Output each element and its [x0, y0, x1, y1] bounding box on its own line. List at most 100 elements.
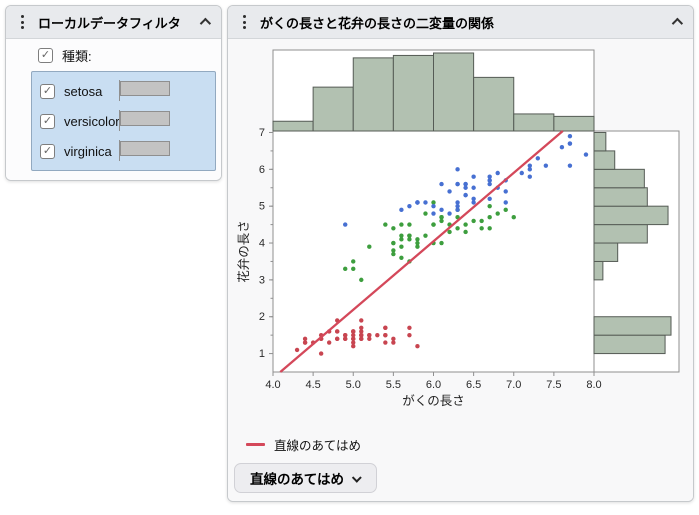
- data-point[interactable]: [423, 211, 428, 216]
- data-point[interactable]: [383, 340, 388, 345]
- data-point[interactable]: [351, 344, 356, 349]
- data-point[interactable]: [455, 200, 460, 205]
- data-point[interactable]: [359, 332, 364, 338]
- data-point[interactable]: [335, 336, 340, 342]
- filter-field-row[interactable]: ✓ 種類:: [38, 46, 221, 64]
- data-point[interactable]: [583, 152, 589, 157]
- data-point[interactable]: [439, 215, 444, 220]
- data-point[interactable]: [439, 240, 444, 246]
- kebab-menu-icon[interactable]: [241, 13, 248, 31]
- data-point[interactable]: [391, 251, 396, 257]
- data-point[interactable]: [351, 259, 356, 264]
- data-point[interactable]: [455, 207, 460, 213]
- data-point[interactable]: [359, 325, 364, 330]
- histogram-bar[interactable]: [473, 76, 515, 132]
- data-point[interactable]: [471, 196, 476, 202]
- histogram-bar[interactable]: [272, 120, 314, 132]
- data-point[interactable]: [439, 207, 444, 213]
- data-point[interactable]: [487, 181, 492, 187]
- data-point[interactable]: [359, 336, 364, 342]
- data-point[interactable]: [463, 185, 468, 190]
- data-point[interactable]: [326, 340, 332, 345]
- data-point[interactable]: [527, 163, 532, 168]
- data-point[interactable]: [351, 332, 356, 338]
- data-point[interactable]: [535, 156, 541, 161]
- data-point[interactable]: [359, 318, 364, 323]
- data-point[interactable]: [503, 200, 508, 205]
- data-point[interactable]: [415, 200, 420, 205]
- chevron-up-icon[interactable]: [671, 17, 684, 30]
- data-point[interactable]: [479, 226, 484, 231]
- data-point[interactable]: [455, 181, 460, 187]
- histogram-bar[interactable]: [593, 205, 669, 226]
- data-point[interactable]: [567, 163, 573, 168]
- data-point[interactable]: [511, 215, 516, 220]
- data-point[interactable]: [391, 240, 396, 246]
- data-point[interactable]: [519, 170, 524, 176]
- histogram-bar[interactable]: [593, 168, 645, 189]
- data-point[interactable]: [407, 233, 412, 238]
- data-point[interactable]: [318, 351, 324, 356]
- kebab-menu-icon[interactable]: [19, 13, 26, 31]
- data-point[interactable]: [455, 203, 460, 209]
- histogram-bar[interactable]: [593, 150, 616, 170]
- checkbox-checked-icon[interactable]: ✓: [40, 143, 55, 159]
- data-point[interactable]: [351, 340, 356, 345]
- data-point[interactable]: [495, 170, 500, 176]
- data-point[interactable]: [375, 332, 380, 338]
- data-point[interactable]: [391, 248, 396, 253]
- data-point[interactable]: [567, 133, 573, 139]
- data-point[interactable]: [407, 332, 412, 338]
- data-point[interactable]: [431, 211, 436, 216]
- data-point[interactable]: [383, 332, 388, 338]
- data-point[interactable]: [487, 215, 492, 220]
- data-point[interactable]: [567, 141, 573, 146]
- data-point[interactable]: [455, 226, 460, 231]
- data-point[interactable]: [399, 255, 404, 260]
- bivariate-plot[interactable]: 4.0 4.5 5.0 5.5 6.0 6.5 7.0 7.5 8.0 1 2 3 4 5 6 7 がくの長さ 花…: [228, 39, 694, 451]
- data-point[interactable]: [487, 174, 492, 179]
- data-point[interactable]: [447, 229, 452, 235]
- data-point[interactable]: [471, 174, 476, 179]
- data-point[interactable]: [302, 336, 308, 342]
- data-point[interactable]: [543, 163, 549, 168]
- data-point[interactable]: [383, 222, 388, 227]
- chevron-up-icon[interactable]: [199, 17, 212, 30]
- data-point[interactable]: [423, 200, 428, 205]
- data-point[interactable]: [495, 211, 500, 216]
- data-point[interactable]: [431, 200, 436, 205]
- checkbox-checked-icon[interactable]: ✓: [40, 83, 55, 99]
- histogram-bar[interactable]: [593, 316, 672, 336]
- histogram-bar[interactable]: [392, 54, 434, 132]
- histogram-bar[interactable]: [593, 131, 607, 152]
- data-point[interactable]: [367, 244, 372, 249]
- histogram-bar[interactable]: [433, 52, 475, 132]
- data-point[interactable]: [439, 218, 444, 224]
- data-point[interactable]: [302, 340, 308, 345]
- histogram-bar[interactable]: [352, 57, 394, 132]
- data-point[interactable]: [487, 226, 492, 231]
- data-point[interactable]: [351, 329, 356, 334]
- data-point[interactable]: [407, 325, 412, 330]
- data-point[interactable]: [487, 178, 492, 183]
- data-point[interactable]: [463, 192, 468, 198]
- filter-value-row-versicolor[interactable]: ✓ versicolor: [32, 106, 215, 136]
- data-point[interactable]: [463, 229, 468, 235]
- data-point[interactable]: [527, 167, 532, 172]
- data-point[interactable]: [415, 244, 420, 249]
- filter-value-row-virginica[interactable]: ✓ virginica: [32, 136, 215, 166]
- histogram-bar[interactable]: [593, 187, 648, 207]
- data-point[interactable]: [455, 167, 460, 172]
- data-point[interactable]: [527, 174, 532, 179]
- linear-fit-line[interactable]: [279, 130, 564, 373]
- data-point[interactable]: [367, 336, 372, 342]
- histogram-bar[interactable]: [312, 86, 354, 132]
- data-point[interactable]: [399, 233, 404, 238]
- filter-value-row-setosa[interactable]: ✓ setosa: [32, 76, 215, 106]
- data-point[interactable]: [431, 203, 436, 209]
- histogram-bar[interactable]: [593, 334, 666, 355]
- data-point[interactable]: [415, 344, 420, 349]
- data-point[interactable]: [559, 145, 565, 150]
- histogram-bar[interactable]: [593, 224, 648, 244]
- data-point[interactable]: [399, 222, 404, 227]
